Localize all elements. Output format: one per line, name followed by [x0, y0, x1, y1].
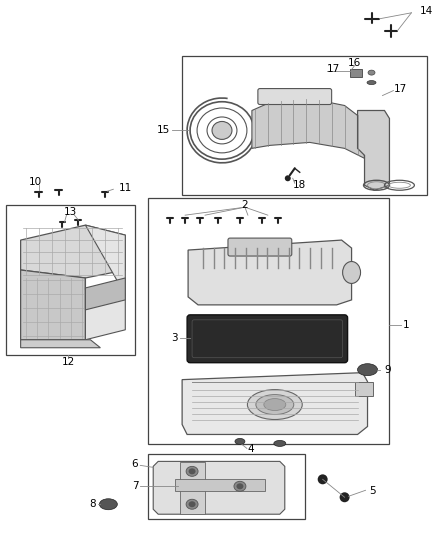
Ellipse shape — [186, 499, 198, 509]
Bar — [350, 69, 361, 77]
Ellipse shape — [99, 499, 117, 510]
Text: 16: 16 — [348, 58, 361, 68]
Bar — [148, 198, 389, 445]
Text: 11: 11 — [118, 183, 131, 193]
Ellipse shape — [235, 439, 245, 445]
Text: 3: 3 — [172, 333, 178, 343]
FancyBboxPatch shape — [228, 238, 292, 256]
Bar — [148, 455, 305, 519]
Ellipse shape — [247, 390, 302, 419]
Text: 7: 7 — [132, 481, 138, 491]
Polygon shape — [21, 270, 85, 340]
Ellipse shape — [189, 469, 196, 474]
Text: 5: 5 — [370, 486, 376, 496]
Polygon shape — [357, 110, 389, 190]
Text: 10: 10 — [29, 177, 42, 187]
Circle shape — [339, 492, 350, 502]
Polygon shape — [21, 340, 100, 348]
Bar — [182, 55, 427, 195]
Ellipse shape — [343, 262, 360, 284]
Ellipse shape — [212, 122, 232, 140]
Ellipse shape — [189, 501, 196, 507]
Polygon shape — [21, 225, 125, 278]
Text: 17: 17 — [393, 84, 407, 94]
Bar — [6, 205, 135, 355]
Polygon shape — [188, 240, 352, 305]
Text: 4: 4 — [248, 445, 254, 455]
Polygon shape — [252, 99, 364, 158]
Ellipse shape — [186, 466, 198, 477]
FancyBboxPatch shape — [187, 315, 348, 362]
Text: 12: 12 — [62, 357, 75, 367]
Text: 2: 2 — [242, 200, 248, 210]
Ellipse shape — [274, 440, 286, 447]
Ellipse shape — [256, 394, 294, 415]
Ellipse shape — [368, 70, 375, 75]
Text: 17: 17 — [327, 63, 340, 74]
Ellipse shape — [367, 80, 376, 85]
Ellipse shape — [357, 364, 378, 376]
Ellipse shape — [234, 481, 246, 491]
Ellipse shape — [264, 399, 286, 410]
Polygon shape — [85, 225, 125, 340]
Polygon shape — [85, 278, 125, 310]
Circle shape — [318, 474, 328, 484]
Text: 9: 9 — [385, 365, 391, 375]
Text: 18: 18 — [293, 180, 306, 190]
Polygon shape — [153, 462, 285, 514]
Bar — [355, 382, 372, 395]
Text: 15: 15 — [157, 125, 170, 135]
Bar — [180, 462, 205, 514]
Polygon shape — [182, 373, 367, 434]
Circle shape — [285, 175, 291, 181]
Ellipse shape — [237, 483, 244, 489]
FancyBboxPatch shape — [258, 88, 332, 104]
Text: 6: 6 — [132, 459, 138, 470]
Text: 8: 8 — [89, 499, 95, 509]
Text: 1: 1 — [403, 320, 409, 330]
Text: 13: 13 — [64, 207, 77, 217]
Text: 14: 14 — [419, 6, 433, 16]
Bar — [175, 479, 265, 491]
